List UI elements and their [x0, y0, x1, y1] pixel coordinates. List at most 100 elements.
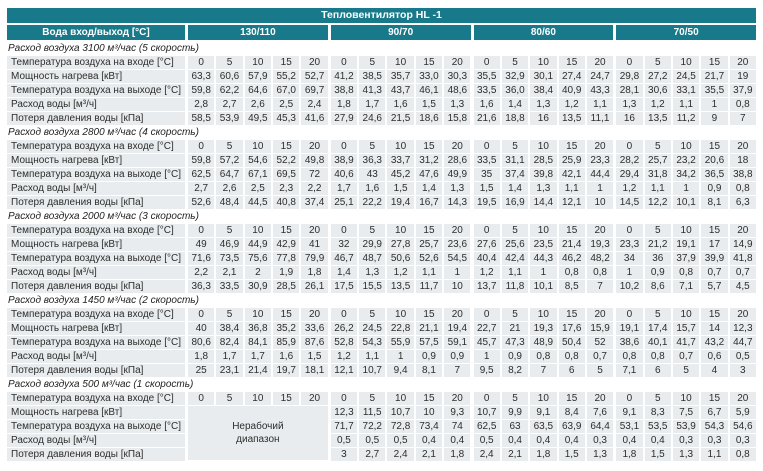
row-outlet-temp: Температура воздуха на выходе [°C] 80,6 82… [7, 336, 756, 349]
value-cell: 1,5 [301, 350, 328, 363]
value-cell: 9,1 [530, 406, 557, 419]
value-cell: 31,2 [415, 154, 443, 167]
value-block: 2,8 2,7 2,6 2,5 2,4 [188, 98, 328, 111]
value-cell: 1,3 [530, 98, 557, 111]
value-cell: 1 [530, 266, 557, 279]
value-cell: 15 [273, 56, 300, 69]
airflow-group-title: Расход воздуха 1450 м³/час (2 скорость) [8, 295, 199, 306]
value-cell: 0,8 [530, 350, 557, 363]
value-cell: 21,4 [244, 364, 272, 377]
row-label: Мощность нагрева [кВт] [7, 322, 185, 335]
value-cell: 0 [473, 56, 500, 69]
value-cell: 5 [644, 140, 671, 153]
value-cell: 20 [301, 224, 328, 237]
value-cell: 38,8 [729, 168, 756, 181]
value-cell: 0,9 [644, 266, 671, 279]
value-cell: 5 [644, 308, 671, 321]
value-block: 23,3 21,2 19,1 17 14,9 [616, 238, 756, 251]
value-cell: 52,6 [188, 196, 215, 209]
value-cell: 14,4 [530, 196, 557, 209]
value-cell: 12,3 [330, 406, 358, 419]
value-cell: 0,8 [616, 350, 643, 363]
value-cell: 33,6 [301, 322, 328, 335]
value-cell: 10 [530, 56, 557, 69]
value-block: 27,6 25,6 23,5 21,4 19,3 [473, 238, 614, 251]
row-heating-power: Мощность нагрева [кВт] 63,3 60,6 57,9 55,2 52… [7, 70, 756, 83]
water-temp-col-header: 90/70 [330, 25, 471, 40]
value-cell: 37,9 [729, 84, 756, 97]
value-block: 9,5 8,2 7 6 5 [473, 364, 614, 377]
value-cell: 30,1 [530, 70, 557, 83]
value-cell: 10 [387, 56, 414, 69]
value-cell: 21,4 [558, 238, 585, 251]
value-cell: 77,8 [273, 252, 300, 265]
value-cell: 5,9 [729, 406, 756, 419]
row-pressure-drop: Потеря давления воды [кПа] 3 2,7 2,4 2,1 1,8 2… [7, 448, 756, 461]
value-cell: 24,6 [359, 112, 386, 125]
value-cell: 0 [473, 224, 500, 237]
value-cell: 1,9 [273, 266, 300, 279]
value-cell: 0,3 [729, 434, 756, 447]
value-cell: 46,9 [216, 238, 243, 251]
value-block: 22,7 21 19,3 17,6 15,9 [473, 322, 614, 335]
value-cell: 3 [729, 364, 756, 377]
value-block: 0 5 10 15 20 [188, 392, 328, 405]
value-block: 35,5 32,9 30,1 27,4 24,7 [473, 70, 614, 83]
value-block: 38,9 36,3 33,7 31,2 28,6 [330, 154, 471, 167]
value-cell: 46,1 [415, 84, 443, 97]
value-cell: 25,6 [501, 238, 529, 251]
value-block: 32 29,9 27,8 25,7 23,6 [330, 238, 471, 251]
value-cell: 0 [616, 140, 643, 153]
value-cell: 80,6 [188, 336, 215, 349]
value-cell: 0 [473, 392, 500, 405]
value-cell: 17,5 [330, 280, 358, 293]
value-cell: 12,2 [644, 196, 671, 209]
value-cell: 14,9 [729, 238, 756, 251]
value-cell: 1,1 [672, 98, 700, 111]
value-cell: 53,9 [216, 112, 243, 125]
value-cell: 1,7 [216, 350, 243, 363]
value-block: 19,1 17,4 15,7 14 12,3 [616, 322, 756, 335]
value-cell: 16 [530, 112, 557, 125]
value-cell: 1,3 [444, 98, 471, 111]
value-cell: 10 [387, 140, 414, 153]
value-cell: 10 [387, 224, 414, 237]
value-cell: 1,1 [701, 448, 728, 461]
row-water-flow: Расход воды [м³/ч] 2,2 2,1 2 1,9 1,8 1,4 1,3 1,2… [7, 266, 756, 279]
value-cell: 9,9 [501, 406, 529, 419]
row-pressure-drop: Потеря давления воды [кПа] 25 23,1 21,4 19,7… [7, 364, 756, 377]
value-cell: 9,5 [473, 364, 500, 377]
value-cell: 1 [444, 266, 471, 279]
value-cell: 38,9 [330, 154, 358, 167]
value-cell: 2,4 [387, 448, 414, 461]
value-cell: 21,2 [644, 238, 671, 251]
value-cell: 1,3 [672, 448, 700, 461]
value-block: 80,6 82,4 84,1 85,9 87,6 [188, 336, 328, 349]
value-cell: 1,3 [444, 182, 471, 195]
value-cell: 23,1 [216, 364, 243, 377]
airflow-groups: Расход воздуха 3100 м³/час (5 скорость) Т… [7, 42, 756, 461]
value-cell: 2,7 [359, 448, 386, 461]
heater-data-table: Тепловентилятор HL -1 Вода вход/выход [°… [7, 8, 756, 462]
value-block: 0 5 10 15 20 [188, 308, 328, 321]
row-label: Расход воды [м³/ч] [7, 98, 185, 111]
value-cell: 63,9 [558, 420, 585, 433]
row-label: Расход воды [м³/ч] [7, 266, 185, 279]
value-cell: 38,4 [530, 84, 557, 97]
speed-group-4: Расход воздуха 1450 м³/час (2 скорость) Т… [7, 294, 756, 377]
value-cell: 82,4 [216, 336, 243, 349]
value-cell: 19 [729, 70, 756, 83]
value-block: 1 0,9 0,8 0,8 0,7 [473, 350, 614, 363]
value-cell: 40,1 [644, 336, 671, 349]
value-cell: 19,1 [616, 322, 643, 335]
value-cell: 10,2 [616, 280, 643, 293]
value-cell: 54,6 [244, 154, 272, 167]
value-cell: 33,0 [415, 70, 443, 83]
value-cell: 35,5 [701, 84, 728, 97]
value-cell: 1,8 [530, 448, 557, 461]
value-cell: 1,1 [644, 182, 671, 195]
value-cell: 19,7 [273, 364, 300, 377]
value-cell: 15 [415, 224, 443, 237]
value-cell: 2,4 [473, 448, 500, 461]
value-block: 0 5 10 15 20 [616, 392, 756, 405]
